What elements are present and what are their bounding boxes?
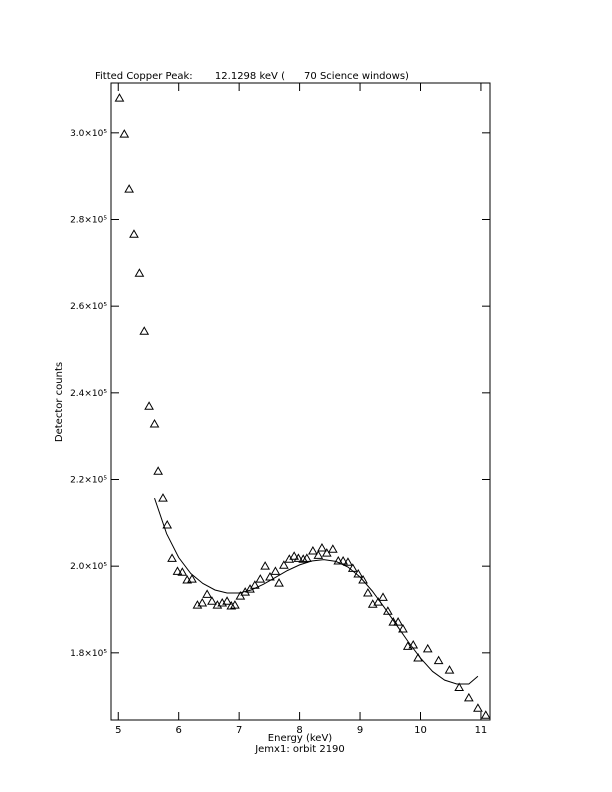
x-tick-label: 6 <box>176 725 182 736</box>
y-axis-label: Detector counts <box>54 362 65 442</box>
data-point <box>388 617 399 626</box>
x-tick-label: 11 <box>475 725 488 736</box>
data-point <box>124 184 134 193</box>
data-point <box>358 575 368 584</box>
y-tick-label: 3.0×10⁵ <box>70 129 107 139</box>
data-point <box>270 566 281 575</box>
data-point <box>187 574 197 583</box>
data-point <box>129 229 139 238</box>
data-point <box>279 560 289 569</box>
data-point <box>480 710 491 719</box>
data-point <box>230 600 240 609</box>
data-point <box>207 596 217 605</box>
data-point <box>119 129 130 138</box>
fit-line <box>154 497 479 685</box>
data-point <box>433 655 444 665</box>
data-point <box>114 93 125 102</box>
y-tick-label: 2.0×10⁵ <box>70 562 107 572</box>
y-tick-label: 1.8×10⁵ <box>70 649 107 659</box>
data-point <box>222 596 232 605</box>
data-point <box>463 692 474 702</box>
x-tick-label: 7 <box>236 725 242 736</box>
y-tick-label: 2.4×10⁵ <box>70 389 107 399</box>
data-point <box>338 555 348 565</box>
data-point <box>343 557 353 566</box>
data-point <box>298 554 309 563</box>
data-point <box>444 665 455 674</box>
data-point <box>293 553 304 562</box>
data-point <box>255 574 266 583</box>
data-point <box>162 519 173 529</box>
data-point <box>153 466 164 475</box>
data-point <box>172 566 183 575</box>
data-point <box>402 641 413 650</box>
subtitle: Jemx1: orbit 2190 <box>254 744 345 755</box>
plot-frame <box>110 82 491 721</box>
data-point <box>317 542 327 552</box>
data-point <box>378 592 388 601</box>
data-point <box>134 268 145 277</box>
data-point <box>289 551 300 560</box>
data-point <box>197 597 208 607</box>
data-point <box>327 544 338 553</box>
data-point <box>473 703 483 712</box>
data-point <box>149 419 160 428</box>
chart-title: Fitted Copper Peak: 12.1298 keV ( 70 Sci… <box>95 71 409 82</box>
data-point <box>260 561 271 570</box>
x-tick-label: 5 <box>115 725 121 736</box>
data-point <box>393 617 403 626</box>
data-point <box>313 550 324 559</box>
data-point <box>139 326 150 335</box>
data-point <box>308 545 318 555</box>
data-point <box>398 623 408 633</box>
y-tick-label: 2.6×10⁵ <box>70 302 107 312</box>
data-point <box>144 401 154 410</box>
y-tick-label: 2.2×10⁵ <box>70 476 107 486</box>
data-point <box>177 567 188 576</box>
data-point <box>454 682 465 691</box>
x-axis-label: Energy (keV) <box>268 733 333 744</box>
x-tick-label: 9 <box>357 725 363 736</box>
data-point <box>167 553 177 562</box>
data-point <box>382 606 393 615</box>
data-point <box>301 553 312 562</box>
data-point <box>363 588 373 597</box>
data-point <box>202 589 212 598</box>
data-point <box>274 578 284 587</box>
data-point <box>226 601 237 610</box>
x-tick-label: 10 <box>414 725 427 736</box>
x-tick-label: 8 <box>296 725 302 736</box>
data-point <box>158 493 168 502</box>
y-tick-label: 2.8×10⁵ <box>70 216 107 226</box>
data-point <box>333 555 344 565</box>
data-point <box>422 643 433 653</box>
